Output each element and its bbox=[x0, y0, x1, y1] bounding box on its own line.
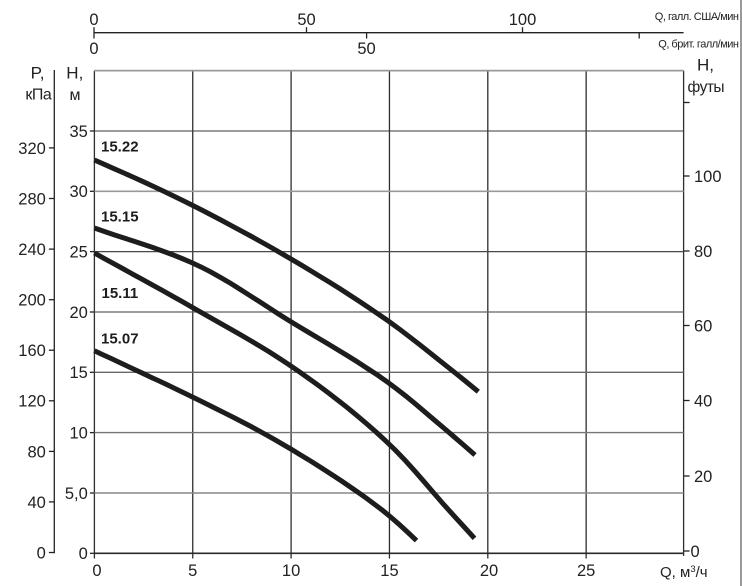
svg-text:10: 10 bbox=[69, 425, 87, 443]
svg-text:60: 60 bbox=[694, 317, 712, 335]
svg-text:0: 0 bbox=[92, 562, 101, 580]
svg-text:0: 0 bbox=[89, 40, 98, 58]
svg-text:25: 25 bbox=[577, 562, 595, 580]
svg-text:240: 240 bbox=[18, 241, 46, 259]
svg-text:80: 80 bbox=[27, 443, 45, 461]
svg-text:0: 0 bbox=[89, 11, 98, 29]
svg-text:Q, м3/ч: Q, м3/ч bbox=[660, 564, 708, 581]
svg-text:0: 0 bbox=[79, 545, 88, 563]
svg-text:35: 35 bbox=[69, 123, 87, 141]
svg-text:160: 160 bbox=[18, 342, 46, 360]
svg-text:320: 320 bbox=[18, 140, 46, 158]
svg-text:P,: P, bbox=[31, 63, 45, 82]
svg-text:15.15: 15.15 bbox=[101, 208, 139, 225]
svg-text:5: 5 bbox=[188, 562, 197, 580]
svg-text:100: 100 bbox=[694, 168, 722, 186]
svg-text:25: 25 bbox=[69, 244, 87, 262]
svg-text:H,: H, bbox=[697, 56, 714, 75]
svg-text:50: 50 bbox=[297, 11, 315, 29]
svg-text:кПа: кПа bbox=[25, 86, 51, 103]
svg-text:10: 10 bbox=[282, 562, 300, 580]
svg-text:футы: футы bbox=[688, 79, 725, 96]
svg-text:100: 100 bbox=[509, 11, 537, 29]
svg-text:м: м bbox=[70, 87, 81, 104]
svg-text:20: 20 bbox=[69, 304, 87, 322]
svg-text:0: 0 bbox=[691, 543, 700, 561]
svg-text:280: 280 bbox=[18, 190, 46, 208]
svg-text:20: 20 bbox=[480, 562, 498, 580]
svg-text:Q, брит. галл/мин: Q, брит. галл/мин bbox=[658, 39, 739, 51]
svg-text:40: 40 bbox=[27, 494, 45, 512]
svg-text:15.07: 15.07 bbox=[101, 330, 139, 347]
svg-text:40: 40 bbox=[694, 392, 712, 410]
svg-text:15: 15 bbox=[380, 562, 398, 580]
svg-text:120: 120 bbox=[18, 393, 46, 411]
svg-text:0: 0 bbox=[37, 544, 46, 562]
svg-text:15.22: 15.22 bbox=[101, 138, 139, 155]
svg-text:H,: H, bbox=[66, 63, 83, 82]
svg-text:20: 20 bbox=[694, 468, 712, 486]
svg-text:5,0: 5,0 bbox=[65, 485, 88, 503]
svg-text:80: 80 bbox=[694, 243, 712, 261]
svg-text:15: 15 bbox=[69, 364, 87, 382]
svg-text:200: 200 bbox=[18, 292, 46, 310]
svg-text:30: 30 bbox=[69, 183, 87, 201]
svg-text:15.11: 15.11 bbox=[102, 285, 139, 302]
svg-text:Q, галл. США/мин: Q, галл. США/мин bbox=[655, 11, 739, 23]
svg-text:50: 50 bbox=[357, 40, 375, 58]
